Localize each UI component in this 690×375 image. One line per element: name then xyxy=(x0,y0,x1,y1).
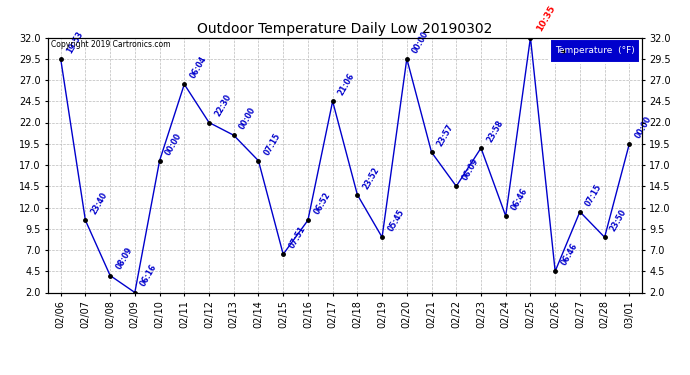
Text: 10:35: 10:35 xyxy=(535,4,557,33)
Text: 23:52: 23:52 xyxy=(362,165,382,190)
Text: 23:58: 23:58 xyxy=(485,118,505,144)
Text: 07:15: 07:15 xyxy=(584,182,604,208)
Text: 06:52: 06:52 xyxy=(312,191,332,216)
Text: 21:06: 21:06 xyxy=(337,72,357,97)
Text: 07:51: 07:51 xyxy=(287,225,307,250)
Text: 23:57: 23:57 xyxy=(435,123,455,148)
Text: 00:00: 00:00 xyxy=(164,131,184,157)
Text: 00:00: 00:00 xyxy=(633,114,653,140)
Text: 06:16: 06:16 xyxy=(139,263,159,288)
Text: 06:46: 06:46 xyxy=(510,186,530,212)
Text: 19:53: 19:53 xyxy=(65,29,85,55)
Text: 06:46: 06:46 xyxy=(560,242,579,267)
Text: Temperature  (°F): Temperature (°F) xyxy=(555,46,635,56)
Text: Copyright 2019 Cartronics.com: Copyright 2019 Cartronics.com xyxy=(51,40,170,49)
Title: Outdoor Temperature Daily Low 20190302: Outdoor Temperature Daily Low 20190302 xyxy=(197,22,493,36)
Text: 23:50: 23:50 xyxy=(609,208,629,233)
Text: 07:15: 07:15 xyxy=(263,131,282,157)
Text: 08:09: 08:09 xyxy=(115,246,134,272)
Text: 00:00: 00:00 xyxy=(411,29,431,55)
Text: 06:04: 06:04 xyxy=(188,55,208,80)
FancyBboxPatch shape xyxy=(550,39,640,63)
Text: 22:30: 22:30 xyxy=(213,93,233,118)
Text: 23:40: 23:40 xyxy=(90,191,110,216)
Text: 06:09: 06:09 xyxy=(460,157,480,182)
Text: 00:00: 00:00 xyxy=(238,106,258,131)
Text: 05:45: 05:45 xyxy=(386,208,406,233)
